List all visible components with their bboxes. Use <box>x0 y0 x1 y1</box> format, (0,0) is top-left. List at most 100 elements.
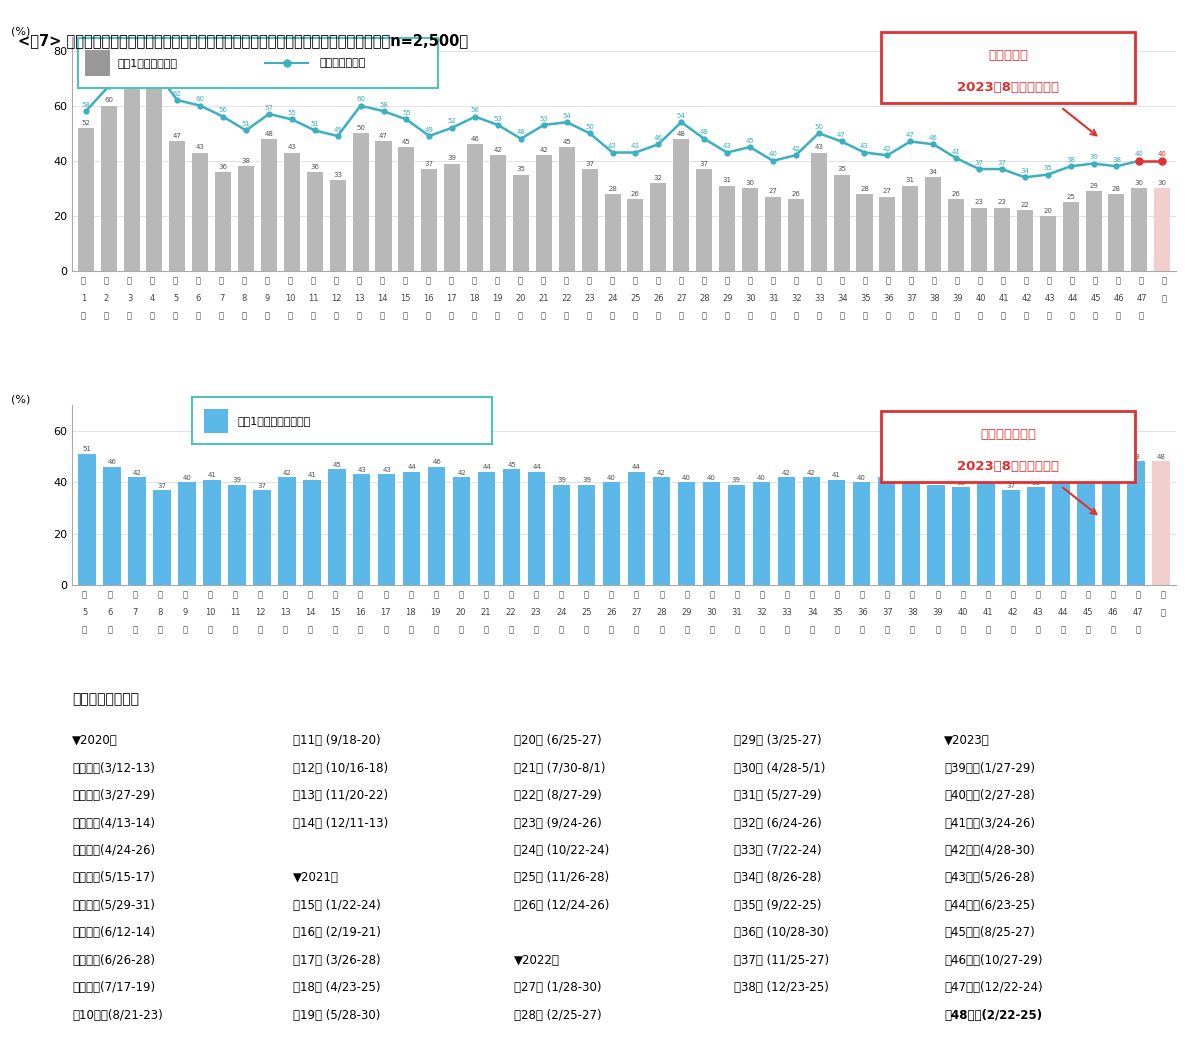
Text: 43: 43 <box>358 467 366 474</box>
Text: 将来への不安度: 将来への不安度 <box>319 58 366 68</box>
Text: 39: 39 <box>582 478 592 483</box>
Text: 40: 40 <box>607 475 616 481</box>
Text: 48: 48 <box>1157 455 1165 460</box>
Text: 回: 回 <box>935 625 940 634</box>
Text: 回: 回 <box>794 311 799 320</box>
Text: 8: 8 <box>157 608 162 617</box>
Text: 第: 第 <box>534 590 539 600</box>
Text: 回: 回 <box>955 311 960 320</box>
Text: 第: 第 <box>233 590 238 600</box>
Bar <box>307 172 323 271</box>
Text: 51: 51 <box>241 121 251 127</box>
Bar <box>1109 194 1124 271</box>
FancyBboxPatch shape <box>881 412 1135 482</box>
Text: 12: 12 <box>331 294 342 303</box>
Text: 第: 第 <box>242 276 247 286</box>
Bar <box>787 200 804 271</box>
Bar <box>628 471 646 585</box>
Text: 第: 第 <box>884 590 890 600</box>
Bar <box>203 480 221 585</box>
Text: 43: 43 <box>1044 294 1055 303</box>
Text: 回: 回 <box>978 311 983 320</box>
Text: 第: 第 <box>1116 276 1121 286</box>
Bar <box>503 469 521 585</box>
Text: 11: 11 <box>308 294 319 303</box>
Text: 第: 第 <box>157 590 162 600</box>
Text: 第: 第 <box>258 590 263 600</box>
Text: 27: 27 <box>883 188 892 194</box>
Text: 34: 34 <box>929 169 937 175</box>
Text: 回: 回 <box>587 311 592 320</box>
Bar <box>146 76 162 271</box>
Text: 38: 38 <box>241 159 251 164</box>
Text: 28: 28 <box>1112 186 1121 192</box>
Text: 15: 15 <box>330 608 341 617</box>
Bar <box>204 410 228 433</box>
Text: 第: 第 <box>1036 590 1040 600</box>
Text: 42: 42 <box>1021 294 1032 303</box>
Bar <box>103 466 121 585</box>
Bar <box>228 485 246 585</box>
Text: 48: 48 <box>677 130 685 136</box>
Text: 39: 39 <box>1090 154 1098 161</box>
Text: 53: 53 <box>493 116 503 122</box>
Text: 回: 回 <box>659 625 664 634</box>
Text: 27: 27 <box>631 608 642 617</box>
Text: 回: 回 <box>1001 311 1006 320</box>
Text: 回: 回 <box>82 311 86 320</box>
Text: 45: 45 <box>332 462 341 468</box>
Bar <box>452 477 470 585</box>
Text: 39: 39 <box>557 478 566 483</box>
Text: 回: 回 <box>634 625 640 634</box>
Text: 第18回 (4/23-25): 第18回 (4/23-25) <box>293 981 380 994</box>
Text: 30: 30 <box>745 181 755 186</box>
Text: 第: 第 <box>935 590 940 600</box>
Text: 第: 第 <box>1010 590 1015 600</box>
Text: 7: 7 <box>218 294 224 303</box>
Bar <box>928 485 944 585</box>
Text: 第: 第 <box>104 276 109 286</box>
Bar <box>857 194 872 271</box>
Text: 35: 35 <box>832 608 842 617</box>
Text: 第: 第 <box>127 276 132 286</box>
Bar <box>719 186 736 271</box>
Bar <box>1039 216 1056 271</box>
Text: 49: 49 <box>334 127 342 132</box>
Text: 回: 回 <box>383 625 388 634</box>
Text: 第: 第 <box>150 276 155 286</box>
Text: 回: 回 <box>311 311 316 320</box>
Text: 17: 17 <box>380 608 391 617</box>
Text: 6: 6 <box>196 294 202 303</box>
Text: 回: 回 <box>403 311 408 320</box>
Text: 第: 第 <box>656 276 661 286</box>
Text: 第: 第 <box>709 590 714 600</box>
Text: 11: 11 <box>230 608 240 617</box>
Text: 第13回 (11/20-22): 第13回 (11/20-22) <box>293 790 388 802</box>
Text: 第: 第 <box>1136 590 1141 600</box>
Text: 46: 46 <box>1108 608 1118 617</box>
Text: 第: 第 <box>610 276 616 286</box>
Text: 第35回 (9/22-25): 第35回 (9/22-25) <box>734 899 822 911</box>
Text: 第: 第 <box>107 590 112 600</box>
Text: 第: 第 <box>1024 276 1030 286</box>
Text: 回: 回 <box>1024 311 1030 320</box>
Text: 42: 42 <box>806 469 816 476</box>
Text: 第: 第 <box>910 590 916 600</box>
Text: 42: 42 <box>782 469 791 476</box>
Text: 43: 43 <box>722 143 732 149</box>
Text: 21: 21 <box>539 294 548 303</box>
Text: 24: 24 <box>556 608 566 617</box>
Text: 第36回 (10/28-30): 第36回 (10/28-30) <box>734 926 829 940</box>
Text: 31: 31 <box>722 177 732 184</box>
Bar <box>811 152 827 271</box>
Text: 38: 38 <box>907 608 918 617</box>
Text: 回: 回 <box>127 311 132 320</box>
Text: 49: 49 <box>425 127 433 132</box>
Text: 回: 回 <box>332 625 338 634</box>
Text: 39: 39 <box>932 608 943 617</box>
Text: 第28回 (2/25-27): 第28回 (2/25-27) <box>514 1009 601 1022</box>
Text: 17: 17 <box>446 294 457 303</box>
Text: 45: 45 <box>563 139 571 145</box>
Text: 25: 25 <box>1067 194 1075 200</box>
Text: 36: 36 <box>311 164 319 170</box>
